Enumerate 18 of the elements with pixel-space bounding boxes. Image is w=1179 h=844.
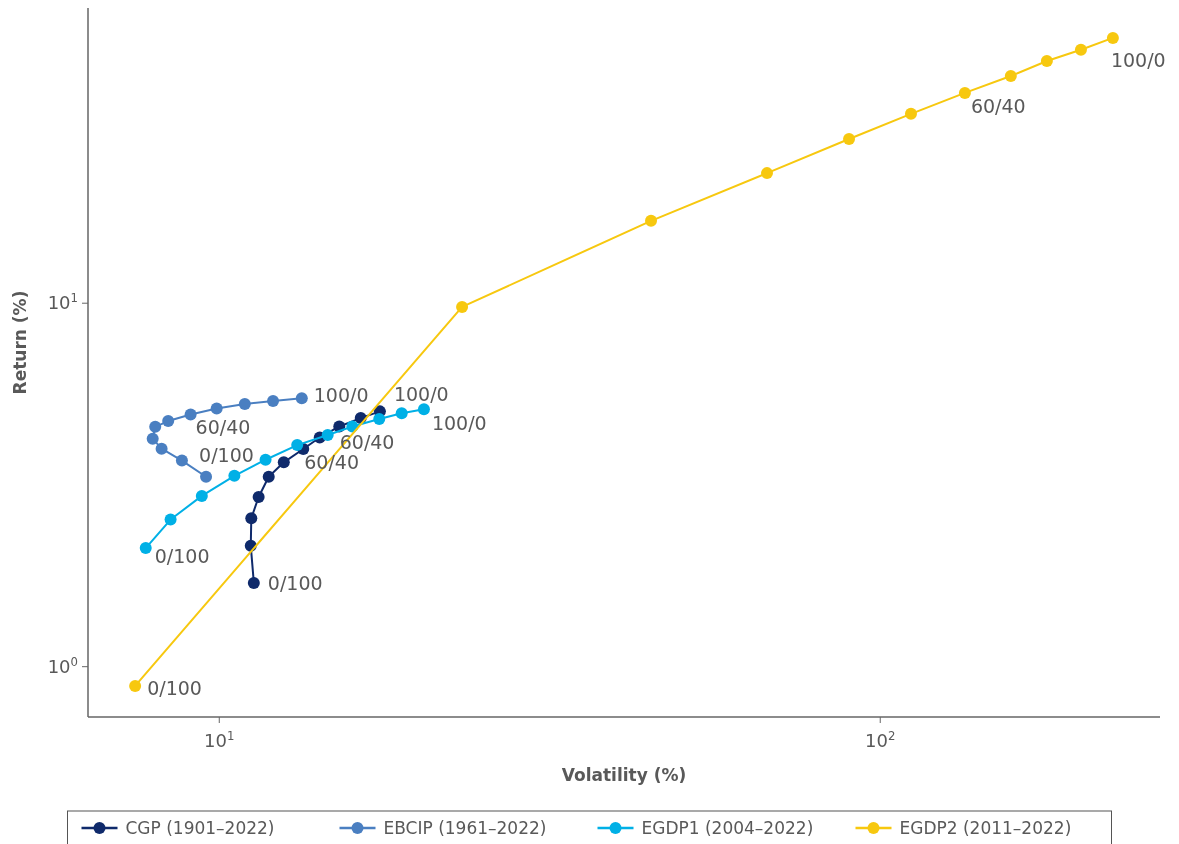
annotation: 100/0: [431, 412, 487, 435]
legend-label: EGDP1 (2004–2022): [641, 818, 814, 838]
x-tick-label: 10$^{2}$: [865, 729, 896, 751]
y-axis-title: Return (%): [10, 290, 30, 395]
annotation: 0/100: [199, 443, 254, 466]
legend-label: CGP (1901–2022): [125, 818, 275, 838]
y-tick-label: 10$^{0}$: [47, 654, 78, 677]
annotation: 100/0: [1110, 48, 1166, 71]
x-axis-title: Volatility (%): [561, 765, 687, 785]
annotation: 0/100: [154, 545, 210, 568]
annotation: 100/0: [313, 384, 369, 407]
legend-label: EGDP2 (2011–2022): [899, 818, 1072, 838]
annotation: 60/40: [195, 415, 251, 438]
annotation: 60/40: [970, 94, 1026, 117]
annotation: 0/100: [147, 676, 202, 699]
legend-label: EBCIP (1961–2022): [383, 818, 547, 838]
annotation: 0/100: [267, 571, 323, 594]
annotation: 100/0: [393, 383, 449, 406]
